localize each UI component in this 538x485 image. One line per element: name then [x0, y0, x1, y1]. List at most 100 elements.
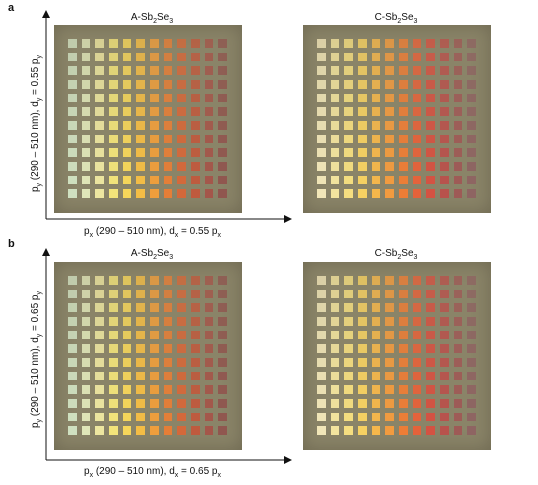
- pixel-square: [177, 93, 186, 103]
- pixel-square: [204, 134, 214, 144]
- pixel-square: [68, 399, 77, 408]
- pixel-square: [177, 289, 186, 299]
- pixel-square: [122, 399, 132, 408]
- pixel-square: [317, 385, 326, 394]
- pixel-square: [136, 412, 145, 422]
- pixel-square: [150, 39, 159, 48]
- pixel-square: [440, 303, 449, 312]
- pixel-square: [358, 148, 367, 157]
- pixel-square: [371, 371, 381, 381]
- pixel-square: [440, 107, 449, 116]
- pixel-square: [109, 148, 118, 157]
- pixel-square: [412, 107, 422, 116]
- pixel-square: [150, 303, 159, 312]
- pixel-square: [330, 80, 340, 89]
- pixel-square: [426, 289, 435, 299]
- pixel-square: [191, 121, 200, 130]
- pixel-square: [426, 162, 435, 171]
- pixel-square: [412, 189, 422, 198]
- pixel-square: [95, 148, 104, 157]
- pixel-square: [330, 276, 340, 285]
- pixel-square: [453, 121, 463, 130]
- pixel-square: [191, 80, 200, 89]
- pixel-square: [385, 39, 394, 48]
- sample-photo-a-amorphous: [54, 25, 242, 213]
- pixel-square: [122, 80, 132, 89]
- pixel-square: [68, 330, 77, 340]
- pixel-square: [81, 189, 91, 198]
- pixel-square: [95, 80, 104, 89]
- pixel-square: [440, 317, 449, 326]
- pixel-square: [95, 175, 104, 185]
- pixel-square: [163, 317, 173, 326]
- axis-arrows-b: [42, 248, 292, 464]
- pixel-square: [399, 412, 408, 422]
- pixel-square: [109, 426, 118, 435]
- pixel-square: [453, 148, 463, 157]
- pixel-square: [344, 317, 353, 326]
- pixel-square: [317, 80, 326, 89]
- pixel-square: [453, 385, 463, 394]
- pixel-square: [81, 134, 91, 144]
- pixel-square: [426, 107, 435, 116]
- pixel-square: [68, 344, 77, 353]
- pixel-square: [371, 385, 381, 394]
- pixel-square: [191, 66, 200, 75]
- pixel-square: [122, 317, 132, 326]
- pixel-square: [177, 317, 186, 326]
- pixel-square: [385, 52, 394, 62]
- pixel-square: [440, 358, 449, 367]
- pixel-square: [177, 344, 186, 353]
- pixel-square: [150, 385, 159, 394]
- pixel-square: [109, 303, 118, 312]
- pixel-square: [81, 399, 91, 408]
- pixel-square: [371, 121, 381, 130]
- pixel-square: [81, 107, 91, 116]
- pixel-square: [163, 189, 173, 198]
- pixel-square: [330, 66, 340, 75]
- pixel-square: [440, 189, 449, 198]
- pixel-square: [163, 134, 173, 144]
- pixel-square: [440, 385, 449, 394]
- pixel-square: [136, 189, 145, 198]
- pixel-square: [453, 303, 463, 312]
- sample-title-a-amorphous: A-Sb2Se3: [130, 12, 174, 25]
- pixel-square: [95, 189, 104, 198]
- pixel-square: [467, 399, 476, 408]
- pixel-square: [109, 330, 118, 340]
- pixel-square: [399, 276, 408, 285]
- pixel-square: [81, 66, 91, 75]
- pixel-square: [412, 385, 422, 394]
- pixel-square: [68, 134, 77, 144]
- pixel-square: [136, 344, 145, 353]
- pixel-square: [426, 189, 435, 198]
- pixel-square: [122, 175, 132, 185]
- pixel-square: [68, 80, 77, 89]
- pixel-square: [440, 52, 449, 62]
- pixel-square: [136, 80, 145, 89]
- pixel-square: [453, 330, 463, 340]
- pixel-square: [163, 175, 173, 185]
- pixel-square: [218, 289, 227, 299]
- pixel-square: [177, 121, 186, 130]
- pixel-square: [191, 385, 200, 394]
- pixel-square: [109, 162, 118, 171]
- pixel-square: [204, 371, 214, 381]
- pixel-square: [163, 385, 173, 394]
- pixel-square: [191, 330, 200, 340]
- pixel-square: [191, 39, 200, 48]
- pixel-square: [385, 162, 394, 171]
- pixel-square: [68, 303, 77, 312]
- pixel-square: [95, 344, 104, 353]
- pixel-square: [453, 426, 463, 435]
- square-array: [66, 37, 230, 201]
- pixel-square: [204, 303, 214, 312]
- pixel-square: [95, 39, 104, 48]
- pixel-square: [122, 426, 132, 435]
- pixel-square: [81, 39, 91, 48]
- pixel-square: [177, 330, 186, 340]
- pixel-square: [371, 175, 381, 185]
- pixel-square: [344, 189, 353, 198]
- pixel-square: [371, 52, 381, 62]
- pixel-square: [95, 162, 104, 171]
